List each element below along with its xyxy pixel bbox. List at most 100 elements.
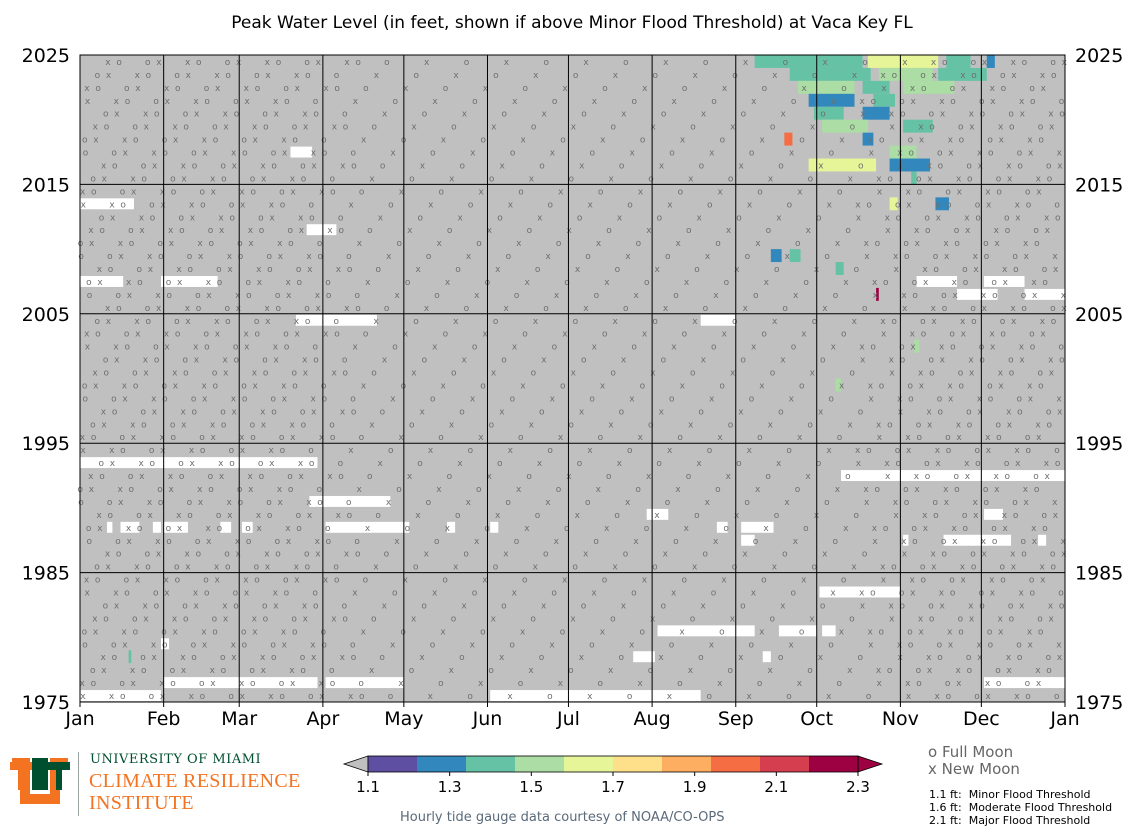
full-moon-marker: o [1046, 420, 1052, 430]
full-moon-marker: o [430, 394, 436, 404]
full-moon-marker: o [99, 213, 105, 223]
full-moon-marker: o [1025, 187, 1031, 197]
new-moon-marker: x [316, 58, 322, 68]
full-moon-marker: o [183, 123, 189, 133]
full-moon-marker: o [1008, 601, 1014, 611]
full-moon-marker: o [347, 511, 353, 521]
new-moon-marker: x [290, 433, 296, 443]
new-moon-marker: x [101, 407, 107, 417]
full-moon-marker: o [568, 420, 574, 430]
full-moon-marker: o [196, 58, 202, 68]
full-moon-marker: o [736, 459, 742, 469]
full-moon-marker: o [644, 524, 650, 534]
new-moon-marker: x [868, 381, 874, 391]
new-moon-marker: x [306, 252, 312, 262]
full-moon-marker: o [451, 614, 457, 624]
full-moon-marker: o [275, 537, 281, 547]
full-moon-marker: o [170, 174, 176, 184]
new-moon-marker: x [742, 550, 748, 560]
new-moon-marker: x [512, 589, 518, 599]
new-moon-marker: x [667, 200, 673, 210]
new-moon-marker: x [244, 343, 250, 353]
full-moon-marker: o [778, 161, 784, 171]
new-moon-marker: x [1041, 84, 1047, 94]
full-moon-marker: o [321, 640, 327, 650]
y-tick-label-left: 1995 [22, 433, 70, 455]
full-moon-marker: o [267, 265, 273, 275]
full-moon-marker: o [162, 394, 168, 404]
colorbar-tick-label: 2.1 [764, 778, 788, 796]
new-moon-marker: x [918, 369, 924, 379]
new-moon-marker: x [281, 136, 287, 146]
missing-data-bar [1038, 534, 1047, 546]
full-moon-marker: o [95, 71, 101, 81]
new-moon-marker: x [831, 343, 837, 353]
full-moon-marker: o [464, 304, 470, 314]
full-moon-marker: o [954, 226, 960, 236]
full-moon-marker: o [916, 666, 922, 676]
new-moon-marker: x [856, 213, 862, 223]
new-moon-marker: x [977, 407, 983, 417]
full-moon-marker: o [560, 381, 566, 391]
full-moon-marker: o [216, 511, 222, 521]
new-moon-marker: x [118, 498, 124, 508]
full-moon-marker: o [434, 537, 440, 547]
new-moon-marker: x [1040, 317, 1046, 327]
full-moon-marker: o [606, 226, 612, 236]
new-moon-marker: x [655, 265, 661, 275]
full-moon-marker: o [728, 666, 734, 676]
new-moon-marker: x [93, 136, 99, 146]
full-moon-marker: o [196, 304, 202, 314]
full-moon-marker: o [326, 537, 332, 547]
full-moon-marker: o [280, 446, 286, 456]
new-moon-marker: x [793, 291, 799, 301]
new-moon-marker: x [218, 213, 224, 223]
new-moon-marker: x [235, 291, 241, 301]
full-moon-marker: o [367, 226, 373, 236]
new-moon-marker: x [462, 356, 468, 366]
new-moon-marker: x [323, 84, 329, 94]
full-moon-marker: o [920, 317, 926, 327]
new-moon-marker: x [93, 627, 99, 637]
new-moon-marker: x [348, 692, 354, 702]
full-moon-marker: o [241, 627, 247, 637]
new-moon-marker: x [390, 640, 396, 650]
new-moon-marker: x [935, 692, 941, 702]
full-moon-marker: o [1030, 343, 1036, 353]
threshold-label: Major Flood Threshold [968, 814, 1091, 827]
new-moon-marker: x [894, 265, 900, 275]
new-moon-marker: x [206, 291, 212, 301]
full-moon-marker: o [757, 187, 763, 197]
full-moon-marker: o [388, 200, 394, 210]
new-moon-marker: x [97, 278, 103, 288]
full-moon-marker: o [677, 679, 683, 689]
new-moon-marker: x [193, 97, 199, 107]
full-moon-marker: o [954, 485, 960, 495]
new-moon-marker: x [286, 291, 292, 301]
full-moon-marker: o [279, 433, 285, 443]
new-moon-marker: x [470, 394, 476, 404]
flood-event-mark [903, 80, 955, 94]
new-moon-marker: x [411, 123, 417, 133]
full-moon-marker: o [250, 433, 256, 443]
new-moon-marker: x [172, 614, 178, 624]
flood-event-mark [935, 197, 949, 211]
new-moon-marker: x [550, 394, 556, 404]
full-moon-marker: o [225, 317, 231, 327]
new-moon-marker: x [298, 459, 304, 469]
data-credit: Hourly tide gauge data courtesy of NOAA/… [400, 810, 725, 825]
new-moon-marker: x [273, 589, 279, 599]
full-moon-marker: o [443, 84, 449, 94]
full-moon-marker: o [1021, 291, 1027, 301]
new-moon-marker: x [810, 369, 816, 379]
new-moon-marker: x [181, 666, 187, 676]
full-moon-marker: o [225, 58, 231, 68]
full-moon-marker: o [673, 291, 679, 301]
full-moon-marker: o [937, 407, 943, 417]
new-moon-marker: x [922, 511, 928, 521]
full-moon-marker: o [321, 381, 327, 391]
full-moon-marker: o [95, 330, 101, 340]
full-moon-marker: o [279, 679, 285, 689]
new-moon-marker: x [420, 161, 426, 171]
new-moon-marker: x [869, 149, 875, 159]
